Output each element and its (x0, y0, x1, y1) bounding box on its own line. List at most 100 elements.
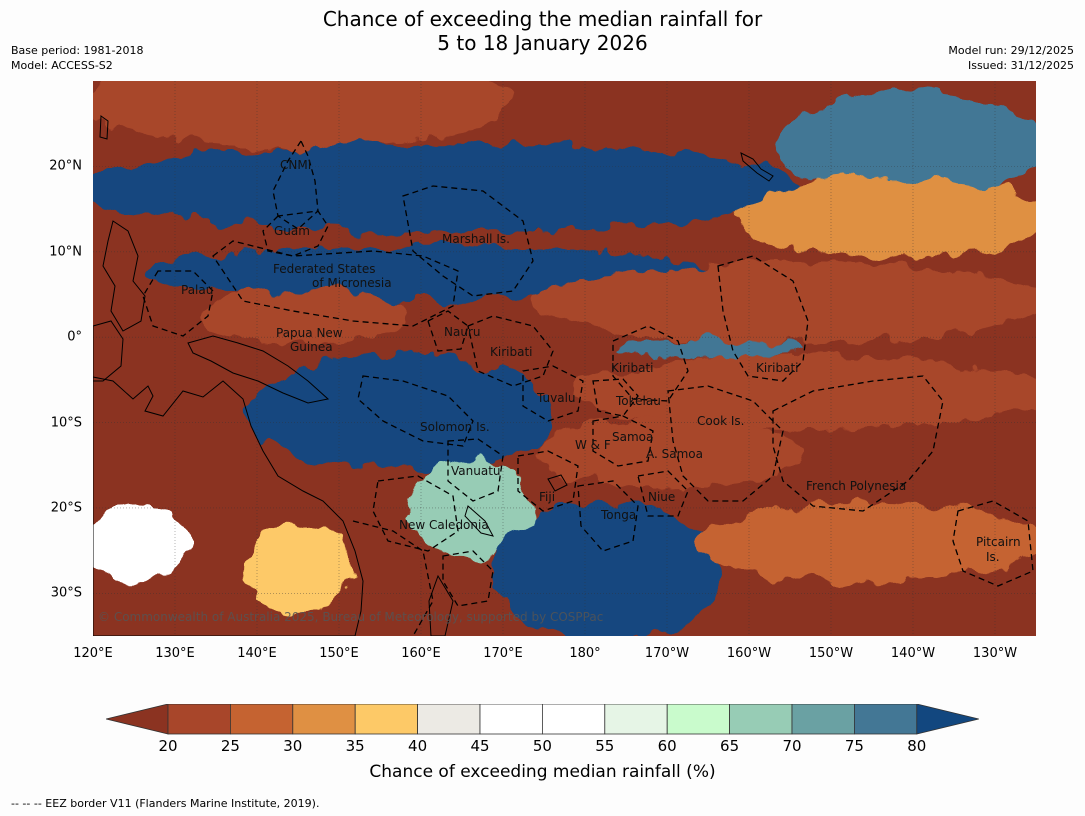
anomaly-region-12 (491, 501, 720, 636)
new-zealand-coast (428, 574, 454, 636)
anomaly-region-9 (245, 356, 556, 472)
region-label: CNMI (280, 158, 311, 172)
region-label: French Polynesia (806, 479, 906, 493)
anomaly-region-2 (778, 92, 1036, 198)
colorbar-segment (604, 704, 668, 735)
lon-tick-label: 170°E (483, 646, 523, 661)
hawaii-coast (740, 152, 774, 182)
colorbar-tick-label: 50 (532, 737, 552, 755)
colorbar-segment (479, 704, 543, 735)
australia-coast (93, 376, 364, 636)
lon-tick-label: 170°W (644, 646, 690, 661)
region-label: New Caledonia (399, 518, 489, 532)
colorbar-label: Chance of exceeding median rainfall (%) (369, 762, 716, 782)
taiwan-coast (99, 115, 109, 140)
region-label: Kiribati (611, 361, 653, 375)
colorbar-tick-label: 35 (345, 737, 365, 755)
region-label: Tuvalu (536, 391, 576, 405)
anomaly-region-10 (532, 416, 802, 489)
colorbar-segment (666, 704, 731, 735)
eez-french-polynesia (772, 375, 944, 512)
region-label: Guinea (290, 340, 333, 354)
region-label: W & F (575, 438, 611, 452)
new-caledonia-coast (464, 505, 494, 537)
eez-micronesia (212, 240, 459, 327)
region-label: of Micronesia (312, 276, 392, 290)
eez-new-caledonia (372, 475, 459, 552)
eez-guam (262, 210, 329, 257)
eez-norfolk (442, 550, 494, 607)
colorbar-segment (167, 704, 231, 735)
region-label: Solomon Is. (420, 420, 490, 434)
eez-tuvalu (522, 365, 584, 422)
region-label: Papua New (276, 326, 343, 340)
anomaly-region-7 (614, 339, 802, 361)
eez-tonga (577, 480, 639, 552)
colorbar-tick-label: 65 (720, 737, 740, 755)
anomaly-region-0 (93, 81, 515, 147)
title-line-1: Chance of exceeding the median rainfall … (322, 7, 763, 31)
colorbar-segment (417, 704, 481, 735)
lon-tick-label: 140°W (890, 646, 936, 661)
region-label: Palau (181, 283, 213, 297)
region-label: Cook Is. (697, 414, 744, 428)
colorbar-segment (791, 704, 855, 735)
colorbar-segment (292, 704, 356, 735)
colorbar-low-extend (106, 704, 169, 735)
colorbar-tick-label: 70 (782, 737, 802, 755)
rainfall-anomaly-layer (93, 81, 1036, 636)
eez-palau (142, 270, 214, 337)
borneo-coast (93, 320, 124, 382)
region-label: Tokelau (615, 394, 661, 408)
lat-tick-label: 30°S (50, 585, 82, 601)
region-label: Pitcairn (976, 535, 1021, 549)
eez-footnote: -- -- -- EEZ border V11 (Flanders Marine… (11, 797, 320, 810)
lon-tick-label: 140°E (237, 646, 277, 661)
colorbar-tick-label: 45 (470, 737, 490, 755)
colorbar-tick-label: 30 (283, 737, 303, 755)
region-label: Marshall Is. (442, 232, 510, 246)
anomaly-region-5 (532, 262, 1036, 344)
issued-date: Issued: 31/12/2025 (967, 59, 1074, 72)
lat-tick-label: 10°S (50, 415, 82, 431)
region-label: Tonga (600, 508, 636, 522)
eez-australia-east (352, 520, 434, 636)
colorbar-segment (354, 704, 418, 735)
colorbar-segment (729, 704, 793, 735)
landmasses (93, 115, 774, 636)
lon-tick-label: 120°E (73, 646, 113, 661)
model-run: Model run: 29/12/2025 (948, 44, 1074, 57)
eez-tokelau (592, 378, 639, 417)
colorbar-segment (230, 704, 294, 735)
new-guinea-coast (187, 335, 330, 404)
lon-tick-label: 160°E (401, 646, 441, 661)
map-title: Chance of exceeding the median rainfall … (0, 7, 1085, 55)
lon-tick-label: 130°W (972, 646, 1018, 661)
region-label: Kiribati (756, 361, 798, 375)
colorbar-tick-label: 80 (907, 737, 927, 755)
region-label: Guam (274, 224, 310, 238)
lon-tick-label: 160°W (726, 646, 772, 661)
colorbar-tick-label: 25 (220, 737, 240, 755)
anomaly-region-6 (204, 288, 409, 344)
lat-tick-label: 20°N (49, 158, 82, 174)
region-label: Vanuatu (451, 464, 501, 478)
eez-marshall (402, 185, 534, 297)
lon-tick-label: 150°W (808, 646, 854, 661)
region-label: Nauru (444, 325, 480, 339)
fiji-coast (547, 474, 568, 492)
colorbar-segment (854, 704, 918, 735)
philippines-coast (102, 220, 146, 332)
colorbar (106, 704, 979, 735)
eez-samoa (592, 415, 654, 467)
title-line-2: 5 to 18 January 2026 (437, 31, 648, 55)
region-label: Kiribati (490, 345, 532, 359)
region-label: Is. (986, 550, 1000, 564)
eez-vanuatu (447, 438, 504, 502)
anomaly-region-15 (93, 501, 187, 583)
eez-borders (142, 139, 1034, 636)
eez-kiribati-line (717, 255, 809, 382)
anomaly-region-13 (696, 501, 1036, 583)
lat-tick-label: 0° (67, 329, 82, 345)
